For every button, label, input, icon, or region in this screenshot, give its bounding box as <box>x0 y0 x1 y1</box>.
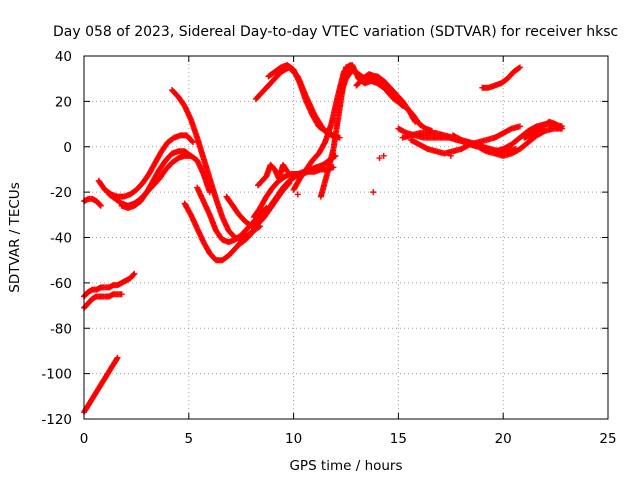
data-point-track-g <box>187 152 194 159</box>
x-tick-label: 10 <box>285 431 302 447</box>
data-point-track-n <box>284 168 291 175</box>
y-tick-label: 20 <box>55 94 72 110</box>
y-tick-label: -120 <box>41 412 72 428</box>
x-tick-label: 20 <box>495 431 512 447</box>
y-tick-label: -20 <box>50 185 72 201</box>
y-axis-label: SDTVAR / TECUs <box>7 182 23 292</box>
y-tick-label: -40 <box>50 231 72 247</box>
data-point-track-w <box>516 123 523 130</box>
data-point-track-c <box>118 291 125 298</box>
data-point-track-b <box>131 270 138 277</box>
data-point-isolated <box>294 191 301 198</box>
data-point-track-e <box>189 138 196 145</box>
axis-ticks: -120 -100 -80 -60 -40 -20 0 20 40 0 5 10 15 20 25 <box>41 49 616 447</box>
data-point-track-e <box>189 139 196 146</box>
x-tick-label: 25 <box>599 431 616 447</box>
x-tick-label: 0 <box>80 431 89 447</box>
data-point-track-y <box>558 125 565 132</box>
data-point-track-z <box>516 64 523 71</box>
data-point-track-b <box>130 271 137 278</box>
y-tick-label: -100 <box>41 367 72 383</box>
grid <box>84 56 608 419</box>
x-tick-label: 5 <box>185 431 194 447</box>
data-point-track-a <box>114 354 121 361</box>
data-point-track-z <box>515 65 522 72</box>
y-tick-label: 40 <box>55 49 72 65</box>
y-tick-label: -80 <box>50 321 72 337</box>
y-tick-label: 0 <box>63 140 72 156</box>
chart-title: Day 058 of 2023, Sidereal Day-to-day VTE… <box>53 24 618 40</box>
data-points <box>81 62 565 416</box>
y-tick-label: -60 <box>50 276 72 292</box>
data-point-isolated <box>376 155 383 162</box>
data-point-isolated <box>447 152 454 159</box>
plot-frame <box>83 55 609 420</box>
data-point-track-d <box>96 201 103 208</box>
data-point-track-y <box>557 124 564 131</box>
x-tick-label: 15 <box>390 431 407 447</box>
data-point-track-g <box>186 152 193 159</box>
x-axis-label: GPS time / hours <box>289 458 402 474</box>
data-point-isolated <box>179 152 186 159</box>
data-point-track-d <box>97 202 104 209</box>
data-point-isolated <box>370 189 377 196</box>
data-point-isolated <box>380 152 387 159</box>
